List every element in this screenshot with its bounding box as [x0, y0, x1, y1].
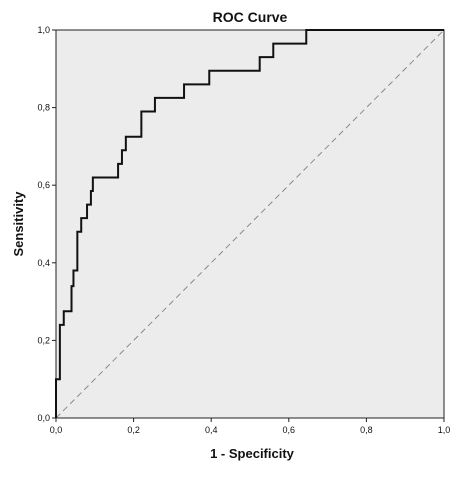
y-tick-label: 0,0: [37, 413, 50, 423]
y-tick-label: 0,6: [37, 180, 50, 190]
x-tick-label: 0,8: [360, 425, 373, 435]
y-tick-label: 0,8: [37, 103, 50, 113]
y-tick-label: 0,2: [37, 335, 50, 345]
x-axis-label: 1 - Specificity: [210, 446, 295, 461]
x-tick-label: 0,2: [127, 425, 140, 435]
x-tick-label: 0,6: [283, 425, 296, 435]
x-tick-label: 1,0: [438, 425, 451, 435]
y-tick-label: 0,4: [37, 258, 50, 268]
y-tick-label: 1,0: [37, 25, 50, 35]
axis-ticks: 0,00,0 0,2 0,2 0,4 0,4 0,6 0,6 0,8 0,8 1,0 1,0: [37, 25, 450, 435]
roc-curve-line: [55, 29, 444, 418]
x-tick-label: 0,0: [50, 425, 63, 435]
x-tick-label: 0,4: [205, 425, 218, 435]
reference-diagonal: [55, 29, 445, 419]
y-axis-label: Sensitivity: [11, 191, 26, 257]
chart-title: ROC Curve: [213, 9, 288, 25]
